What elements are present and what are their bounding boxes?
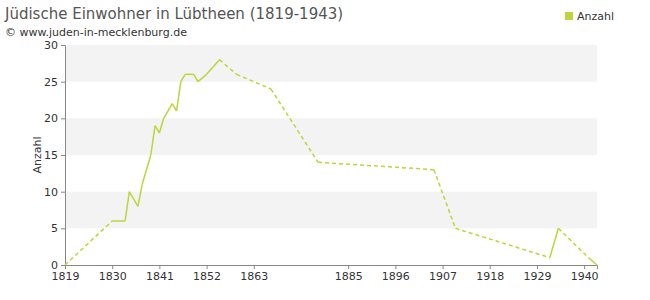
x-tick-mark — [490, 265, 491, 269]
grid-band — [65, 118, 597, 155]
y-tick-mark — [61, 228, 65, 229]
y-tick: 20 — [44, 112, 65, 125]
plot-area — [65, 60, 597, 265]
y-tick-mark — [61, 265, 65, 266]
x-tick: 1896 — [382, 265, 410, 283]
x-tick: 1907 — [429, 265, 457, 283]
x-tick: 1918 — [476, 265, 504, 283]
x-tick-label: 1852 — [193, 270, 221, 283]
x-tick-label: 1929 — [523, 270, 551, 283]
line-segment — [434, 170, 455, 229]
y-tick: 15 — [44, 149, 65, 162]
line-segment — [207, 60, 220, 75]
line-segment — [219, 60, 236, 75]
y-tick-label: 10 — [44, 186, 58, 199]
chart: Jüdische Einwohner in Lübtheen (1819-194… — [0, 0, 650, 300]
y-tick-label: 20 — [44, 112, 58, 125]
y-tick-mark — [61, 192, 65, 193]
line-segment — [550, 228, 559, 257]
x-tick: 1940 — [571, 265, 599, 283]
x-tick-mark — [254, 265, 255, 269]
line-segment — [237, 74, 271, 89]
x-axis: 1819 1830 1841 1852 1863 1885 1896 1907 1918 1929… — [52, 265, 599, 283]
line-segment — [164, 104, 173, 119]
line-segment — [142, 155, 151, 184]
x-tick: 1885 — [335, 265, 363, 283]
line-segment — [558, 228, 588, 257]
grid-band — [65, 192, 597, 229]
x-tick-label: 1841 — [146, 270, 174, 283]
x-tick-label: 1907 — [429, 270, 457, 283]
line-segment — [112, 220, 125, 222]
line-segment — [455, 228, 549, 257]
x-tick: 1830 — [99, 265, 127, 283]
y-tick-label: 25 — [44, 76, 58, 89]
x-tick-mark — [348, 265, 349, 269]
line-segment — [172, 104, 176, 111]
line-segment — [138, 184, 142, 206]
line-segment — [318, 162, 434, 169]
line-segment — [125, 192, 129, 221]
grid-band — [65, 45, 597, 82]
x-tick-mark — [207, 265, 208, 269]
line-segment — [151, 126, 155, 155]
y-tick-label: 5 — [51, 222, 58, 235]
y-tick: 25 — [44, 76, 65, 89]
y-tick-label: 15 — [44, 149, 58, 162]
y-axis: 051015202530 — [44, 39, 66, 272]
legend-label: Anzahl — [577, 10, 614, 23]
title: Jüdische Einwohner in Lübtheen (1819-194… — [4, 5, 343, 23]
x-tick-mark — [443, 265, 444, 269]
x-tick: 1929 — [523, 265, 551, 283]
y-axis-title: Anzahl — [31, 136, 44, 173]
x-axis-line — [66, 266, 598, 270]
x-tick-mark — [537, 265, 538, 269]
x-tick-label: 1940 — [571, 270, 599, 283]
line-segment — [198, 74, 207, 81]
y-tick-mark — [61, 82, 65, 83]
x-tick-mark — [584, 265, 585, 269]
x-tick-label: 1918 — [476, 270, 504, 283]
y-tick: 5 — [51, 222, 65, 235]
y-tick-mark — [61, 118, 65, 119]
x-tick-label: 1863 — [240, 270, 268, 283]
line-segment — [155, 126, 159, 133]
line-segment — [181, 74, 185, 81]
line-segment — [129, 192, 138, 207]
x-tick: 1852 — [193, 265, 221, 283]
y-tick: 30 — [44, 39, 65, 52]
x-tick: 1863 — [240, 265, 268, 283]
x-tick-mark — [395, 265, 396, 269]
y-axis-line — [61, 46, 66, 266]
x-tick: 1819 — [52, 265, 80, 283]
line-segment — [194, 74, 198, 81]
line-segment — [65, 221, 112, 265]
x-tick-label: 1819 — [52, 270, 80, 283]
x-tick-mark — [65, 265, 66, 269]
subtitle: © www.juden-in-mecklenburg.de — [5, 26, 187, 39]
line-segment — [159, 118, 163, 133]
y-tick-label: 30 — [44, 39, 58, 52]
line-segment — [271, 89, 318, 162]
legend-swatch — [565, 12, 573, 20]
y-tick-mark — [61, 155, 65, 156]
x-tick: 1841 — [146, 265, 174, 283]
y-tick-mark — [61, 45, 65, 46]
x-tick-label: 1830 — [99, 270, 127, 283]
x-tick-mark — [112, 265, 113, 269]
y-tick: 10 — [44, 186, 65, 199]
x-tick-mark — [159, 265, 160, 269]
grid — [65, 45, 597, 228]
line-segment — [177, 82, 181, 111]
line-segment — [185, 74, 194, 76]
legend: Anzahl — [565, 10, 614, 23]
x-tick-label: 1885 — [335, 270, 363, 283]
line-segment — [588, 258, 597, 265]
x-tick-label: 1896 — [382, 270, 410, 283]
